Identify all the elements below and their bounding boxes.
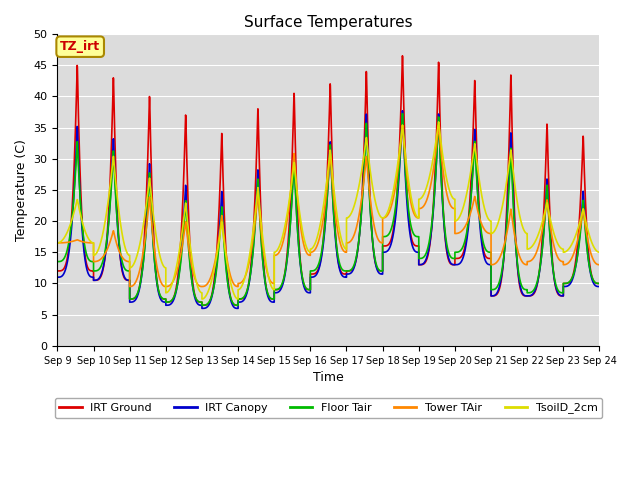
TsoilD_2cm [285,200,292,205]
TsoilD_2cm [596,250,604,255]
TsoilD_2cm [198,296,206,302]
IRT Ground [148,171,156,177]
Floor Tair [399,111,406,117]
IRT Ground [285,227,292,233]
TsoilD_2cm [148,194,156,200]
Tower TAir [527,258,534,264]
IRT Canopy [399,108,406,114]
IRT Canopy [54,274,61,280]
Legend: IRT Ground, IRT Canopy, Floor Tair, Tower TAir, TsoilD_2cm: IRT Ground, IRT Canopy, Floor Tair, Towe… [55,398,602,418]
TsoilD_2cm [115,212,123,218]
Tower TAir [262,262,269,267]
Floor Tair [596,280,604,286]
Tower TAir [115,249,123,254]
IRT Canopy [148,207,156,213]
Tower TAir [148,220,156,226]
Tower TAir [285,204,292,210]
X-axis label: Time: Time [313,371,344,384]
Title: Surface Temperatures: Surface Temperatures [244,15,413,30]
IRT Ground [262,280,269,286]
Tower TAir [585,244,593,250]
IRT Ground [198,302,206,308]
Line: Tower TAir: Tower TAir [58,125,600,287]
Y-axis label: Temperature (C): Temperature (C) [15,139,28,241]
IRT Ground [115,244,123,250]
TsoilD_2cm [54,240,61,246]
IRT Ground [54,268,61,274]
Line: TsoilD_2cm: TsoilD_2cm [58,122,600,299]
Tower TAir [596,262,604,268]
IRT Canopy [198,305,206,311]
IRT Canopy [585,262,593,268]
IRT Canopy [527,293,534,299]
Floor Tair [585,262,593,268]
Line: Floor Tair: Floor Tair [58,114,600,305]
TsoilD_2cm [527,245,534,251]
IRT Ground [527,293,534,299]
IRT Ground [399,53,406,59]
Tower TAir [126,284,134,289]
IRT Canopy [285,239,292,244]
IRT Canopy [115,246,123,252]
IRT Ground [585,256,593,262]
Floor Tair [198,302,206,308]
Text: TZ_irt: TZ_irt [60,40,100,53]
Floor Tair [527,289,534,295]
Floor Tair [115,241,123,247]
Tower TAir [435,122,442,128]
Line: IRT Ground: IRT Ground [58,56,600,305]
TsoilD_2cm [435,119,442,125]
Floor Tair [54,259,61,264]
Floor Tair [285,239,292,244]
IRT Ground [596,280,604,286]
IRT Canopy [596,284,604,289]
TsoilD_2cm [585,232,593,238]
Tower TAir [54,240,61,246]
IRT Canopy [262,283,269,288]
Floor Tair [262,281,269,287]
TsoilD_2cm [262,257,269,263]
Floor Tair [148,212,156,218]
Line: IRT Canopy: IRT Canopy [58,111,600,308]
